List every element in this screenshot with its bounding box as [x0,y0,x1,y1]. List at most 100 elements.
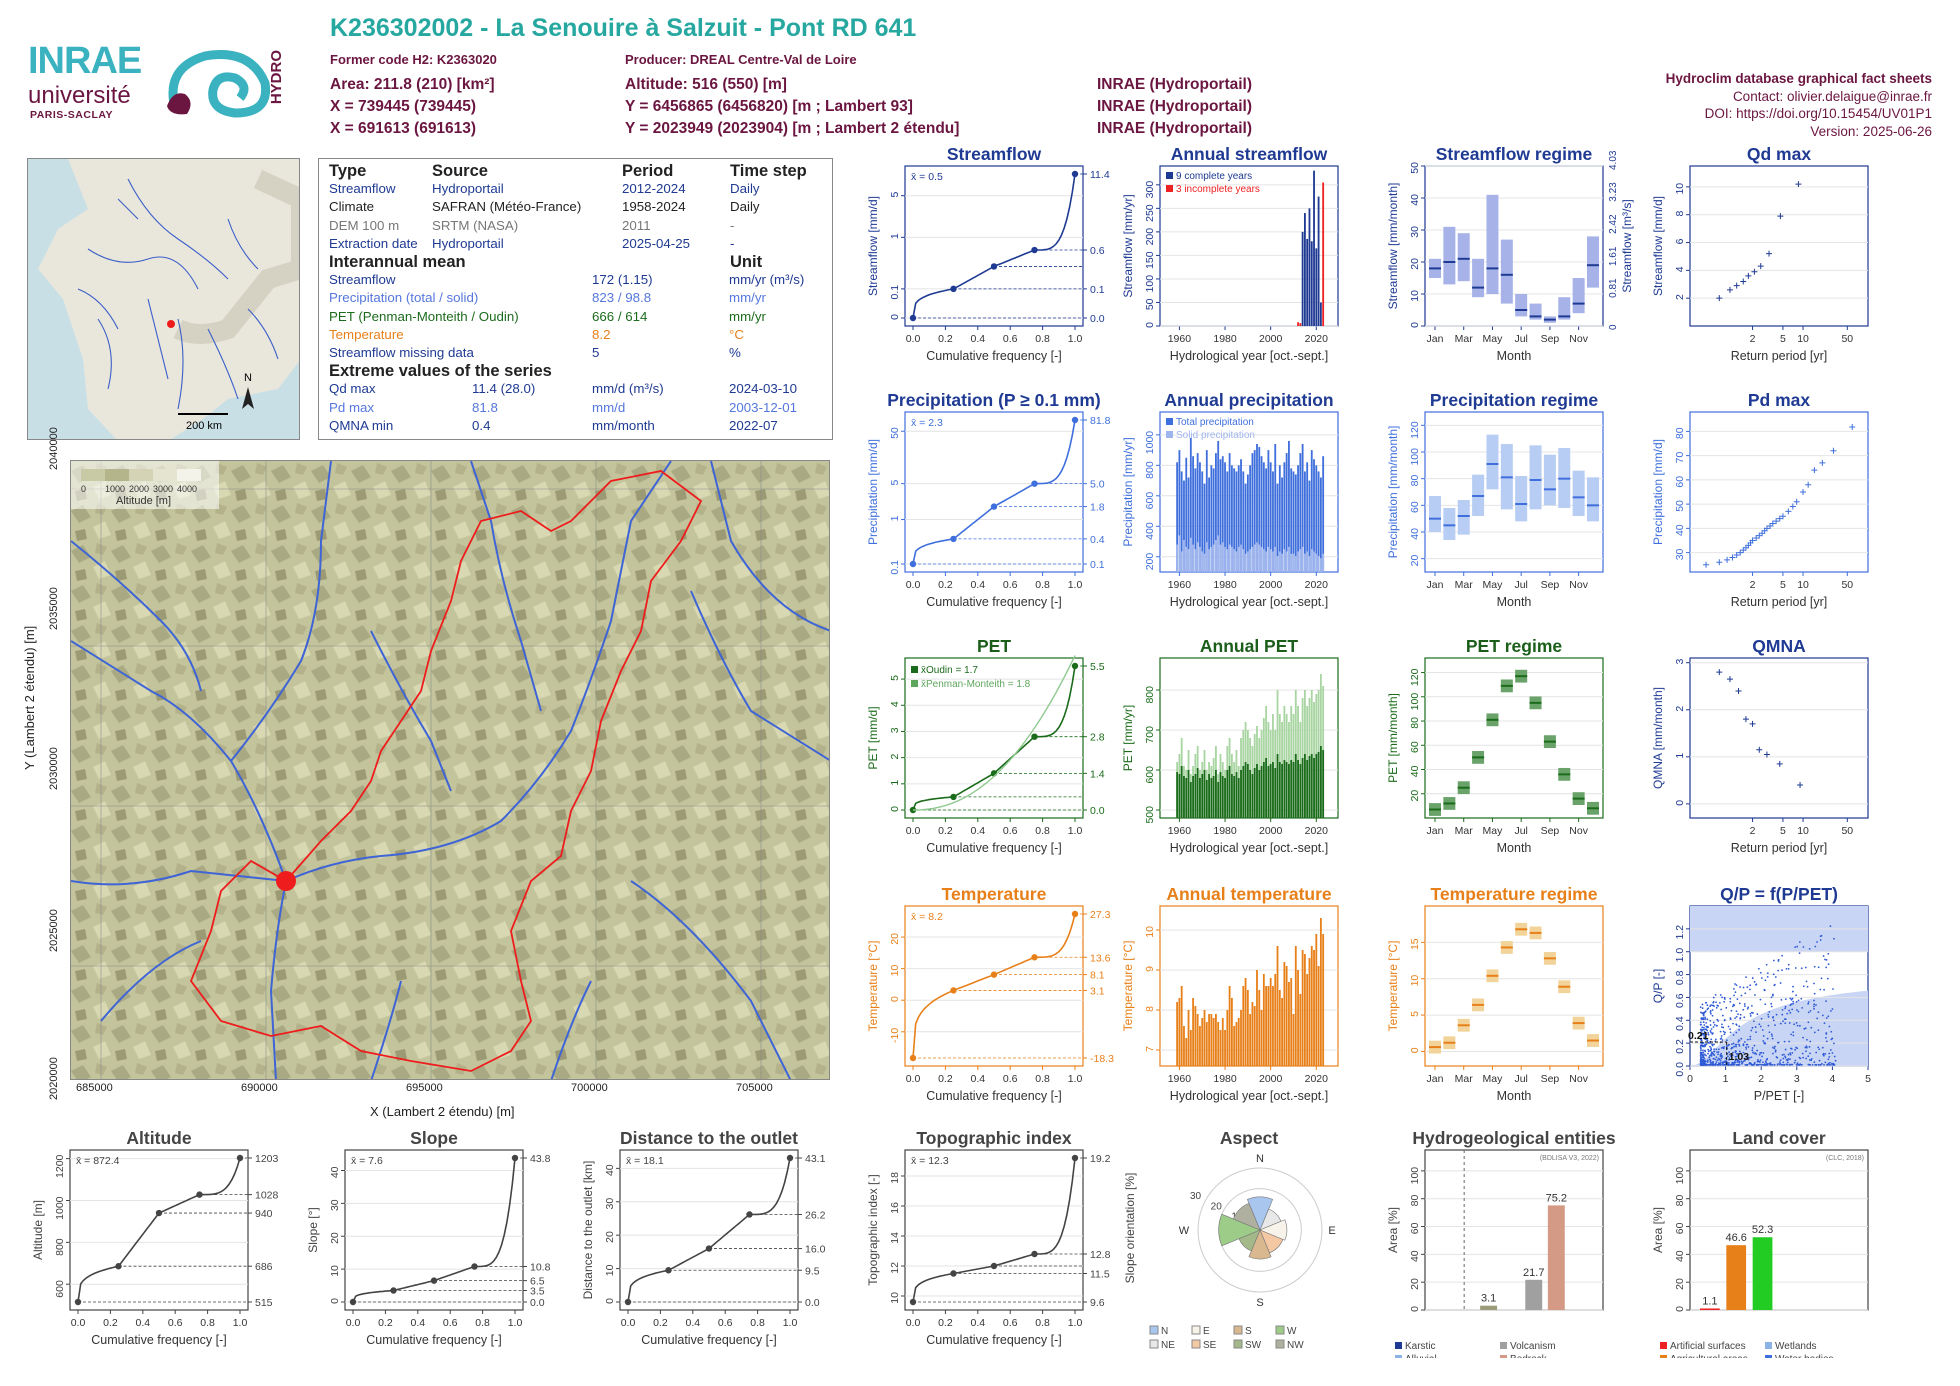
bar [1240,459,1242,572]
bar-oudin [1189,782,1192,818]
scatter-point [1709,1024,1712,1026]
bar-solid [1176,544,1179,572]
quantile-point [990,263,998,270]
legend-swatch [1660,1355,1667,1362]
scatter-point [1831,1008,1834,1010]
scatter-point [1728,1051,1730,1054]
x-tick-label: 0.0 [346,1317,361,1329]
right-tick-label: 9.6 [1090,1297,1105,1309]
return-point [1729,554,1736,561]
month-box [1486,434,1499,490]
right-tick-label: 2.8 [1090,732,1105,744]
x-tick-label: 0.2 [938,825,953,837]
scatter-point [1746,1063,1749,1066]
annual_temperature-chart: Annual temperature Hydrological year [oct… [1120,884,1378,1114]
scatter-point [1741,1062,1743,1065]
bar-solid [1274,546,1277,572]
bar [1278,990,1281,1066]
y-tick-label: 0.8 [1674,970,1686,985]
cdf-curve [912,419,1076,565]
return-point [1766,250,1773,257]
bar [1313,459,1315,572]
scatter-point [1731,1054,1734,1057]
scatter-point [1787,963,1790,966]
bar [1288,982,1290,1066]
catchment-boundary [189,470,703,1072]
scatter-point [1714,993,1717,996]
x-tick-label: 0.6 [1003,825,1018,837]
cell: Daily [730,181,760,197]
cell: Hydroportail [432,181,504,197]
quantile-point [705,1245,713,1252]
legend-swatch [1275,1339,1285,1349]
quantile-point [665,1267,672,1274]
scatter-point [1727,1063,1729,1066]
bar [1303,954,1306,1066]
scatter-point [1704,1060,1707,1063]
scatter-point [1734,1017,1736,1020]
x-tick-label: 0.4 [970,825,985,837]
scatter-point [1704,1053,1706,1056]
bar-solid [1219,544,1222,572]
scatter-point [1814,1063,1817,1066]
scatter-point [1755,1031,1757,1034]
bar-oudin [1285,762,1288,818]
bar [1308,958,1311,1066]
scatter-point [1747,1058,1750,1061]
scatter-point [1794,1048,1797,1051]
scatter-point [1748,1062,1751,1065]
bar-value-label: 52.3 [1752,1224,1773,1236]
scatter-point [1831,1052,1834,1054]
x-tick-label: 1.0 [1068,1317,1083,1329]
bar [1215,1014,1217,1066]
scatter-point [1704,1043,1707,1046]
x-axis-label: Hydrological year [oct.-sept.] [1170,1089,1328,1103]
table-row: QMNA min 0.4 mm/month 2022-07 [329,417,822,435]
scatter-point [1722,1062,1724,1065]
scatter-point [1767,1024,1770,1027]
scatter-point [1730,1047,1733,1050]
scatter-point [1702,1033,1705,1036]
bar [1301,231,1304,326]
scatter-point [1735,1052,1738,1055]
scatter-point [1717,1051,1720,1053]
x-axis-label: Cumulative frequency [-] [926,595,1061,609]
scatter-point [1779,1062,1782,1065]
y-tick-label: 40 [1674,524,1686,536]
scatter-point [1731,1061,1734,1064]
scatter-point [1699,1051,1702,1054]
bar [1256,970,1258,1066]
bar [1315,934,1318,1066]
contact[interactable]: Contact: olivier.delaigue@inrae.fr [1732,88,1932,104]
scatter-point [1743,1005,1746,1007]
scatter-point [1828,1055,1831,1058]
scatter-point [1817,1011,1820,1014]
x-axis-label: Hydrological year [oct.-sept.] [1170,841,1328,855]
scatter-point [1710,1054,1713,1057]
mean-label: x̄ = 7.6 [351,1155,383,1167]
return-point [1749,537,1756,544]
bar [1242,986,1245,1066]
scatter-point [1811,1063,1814,1066]
bar-solid [1290,553,1293,572]
bar [1249,465,1252,572]
table-row: Extraction date Hydroportail 2025-04-25 - [329,235,822,253]
x-axis-label: Month [1497,595,1532,609]
scatter-point [1721,996,1724,999]
quantile-point [1071,416,1079,424]
y-lambert93: Y = 6456865 (6456820) [m ; Lambert 93] [625,98,913,115]
scatter-point [1774,1024,1776,1027]
legend-label: Volcanism [1510,1341,1556,1352]
x-tick-label: May [1483,579,1504,591]
scatter-point [1701,1059,1704,1061]
altitude: Altitude: 516 (550) [m] [625,76,787,93]
bar [1187,1010,1190,1066]
quantile-point [196,1191,203,1198]
scatter-point [1823,1022,1826,1025]
bar-solid [1281,553,1283,572]
streamflow-chart: Streamflow Cumulative frequency [-] Stream… [865,144,1123,374]
doi-link[interactable]: DOI: https://doi.org/10.15454/UV01P1 [1704,106,1932,121]
scatter-point [1712,1026,1715,1028]
y-axis-label: PET [mm/d] [866,706,880,769]
legend-swatch [1191,1325,1201,1335]
